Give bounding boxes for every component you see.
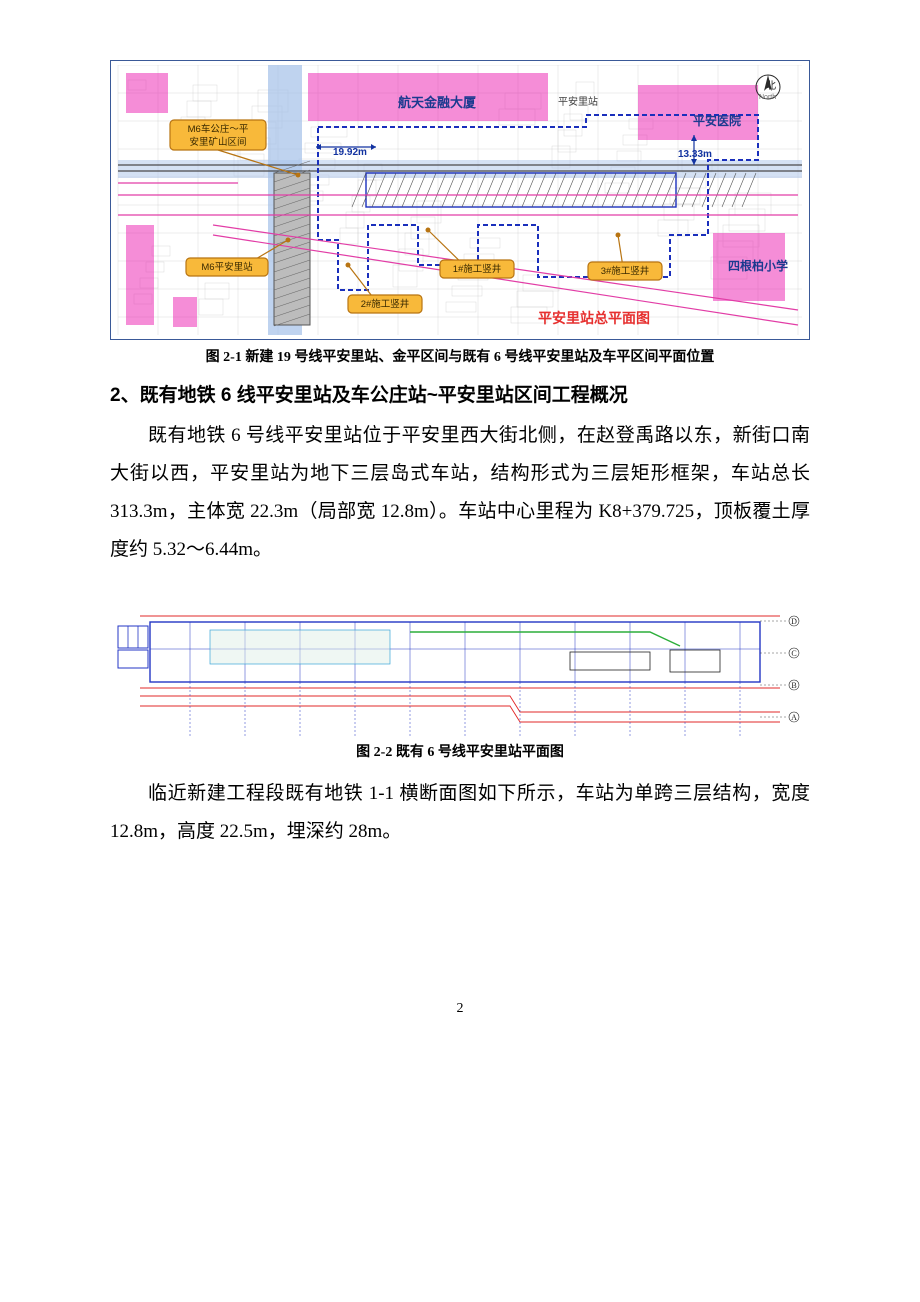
svg-text:2#施工竖井: 2#施工竖井 [361, 298, 410, 310]
svg-text:北: 北 [766, 80, 776, 92]
figure-1-svg: M6车公庄～平安里矿山区间 M6平安里站 1#施工竖井 2#施工竖井 3#施工竖井 航天… [115, 65, 805, 335]
svg-text:M6车公庄～平: M6车公庄～平 [188, 123, 249, 135]
svg-text:A: A [791, 713, 797, 722]
fig1-caption-prefix: 图 [206, 350, 224, 365]
section-2-para-1: 既有地铁 6 号线平安里站位于平安里西大街北侧，在赵登禹路以东，新街口南大街以西… [110, 417, 810, 569]
figure-1-caption: 图 2-1 新建 19 号线平安里站、金平区间与既有 6 号线平安里站及车平区间… [110, 346, 810, 366]
svg-text:B: B [791, 681, 796, 690]
svg-text:3#施工竖井: 3#施工竖井 [601, 265, 650, 277]
page-number: 2 [110, 1001, 810, 1017]
fig1-caption-number: 2-1 [223, 350, 242, 365]
svg-text:D: D [791, 617, 797, 626]
para-2: 临近新建工程段既有地铁 1-1 横断面图如下所示，车站为单跨三层结构，宽度 12… [110, 775, 810, 851]
svg-text:平安医院: 平安医院 [693, 113, 741, 128]
section-2-heading: 2、既有地铁 6 线平安里站及车公庄站~平安里站区间工程概况 [110, 380, 810, 407]
fig1-caption-text: 新建 19 号线平安里站、金平区间与既有 6 号线平安里站及车平区间平面位置 [242, 350, 715, 365]
svg-text:C: C [791, 649, 796, 658]
figure-2-svg: 1234567891011DCBA [110, 587, 810, 737]
fig2-caption-number: 2-2 [374, 745, 393, 760]
figure-1-container: M6车公庄～平安里矿山区间 M6平安里站 1#施工竖井 2#施工竖井 3#施工竖井 航天… [110, 60, 810, 340]
fig2-caption-prefix: 图 [356, 745, 374, 760]
svg-text:M6平安里站: M6平安里站 [201, 261, 253, 273]
svg-text:19.92m: 19.92m [333, 147, 367, 158]
svg-text:North: North [759, 94, 776, 101]
svg-text:安里矿山区间: 安里矿山区间 [189, 136, 246, 148]
figure-2-caption: 图 2-2 既有 6 号线平安里站平面图 [110, 741, 810, 761]
svg-text:平安里站: 平安里站 [558, 95, 598, 108]
svg-text:平安里站总平面图: 平安里站总平面图 [538, 310, 650, 326]
svg-text:1#施工竖井: 1#施工竖井 [453, 263, 502, 275]
svg-text:四根柏小学: 四根柏小学 [728, 258, 788, 273]
svg-text:航天金融大厦: 航天金融大厦 [398, 95, 477, 110]
fig2-caption-text: 既有 6 号线平安里站平面图 [392, 745, 564, 760]
svg-text:13.33m: 13.33m [678, 149, 712, 160]
document-page: M6车公庄～平安里矿山区间 M6平安里站 1#施工竖井 2#施工竖井 3#施工竖井 航天… [0, 0, 920, 1057]
figure-2-container: 1234567891011DCBA [110, 587, 810, 737]
